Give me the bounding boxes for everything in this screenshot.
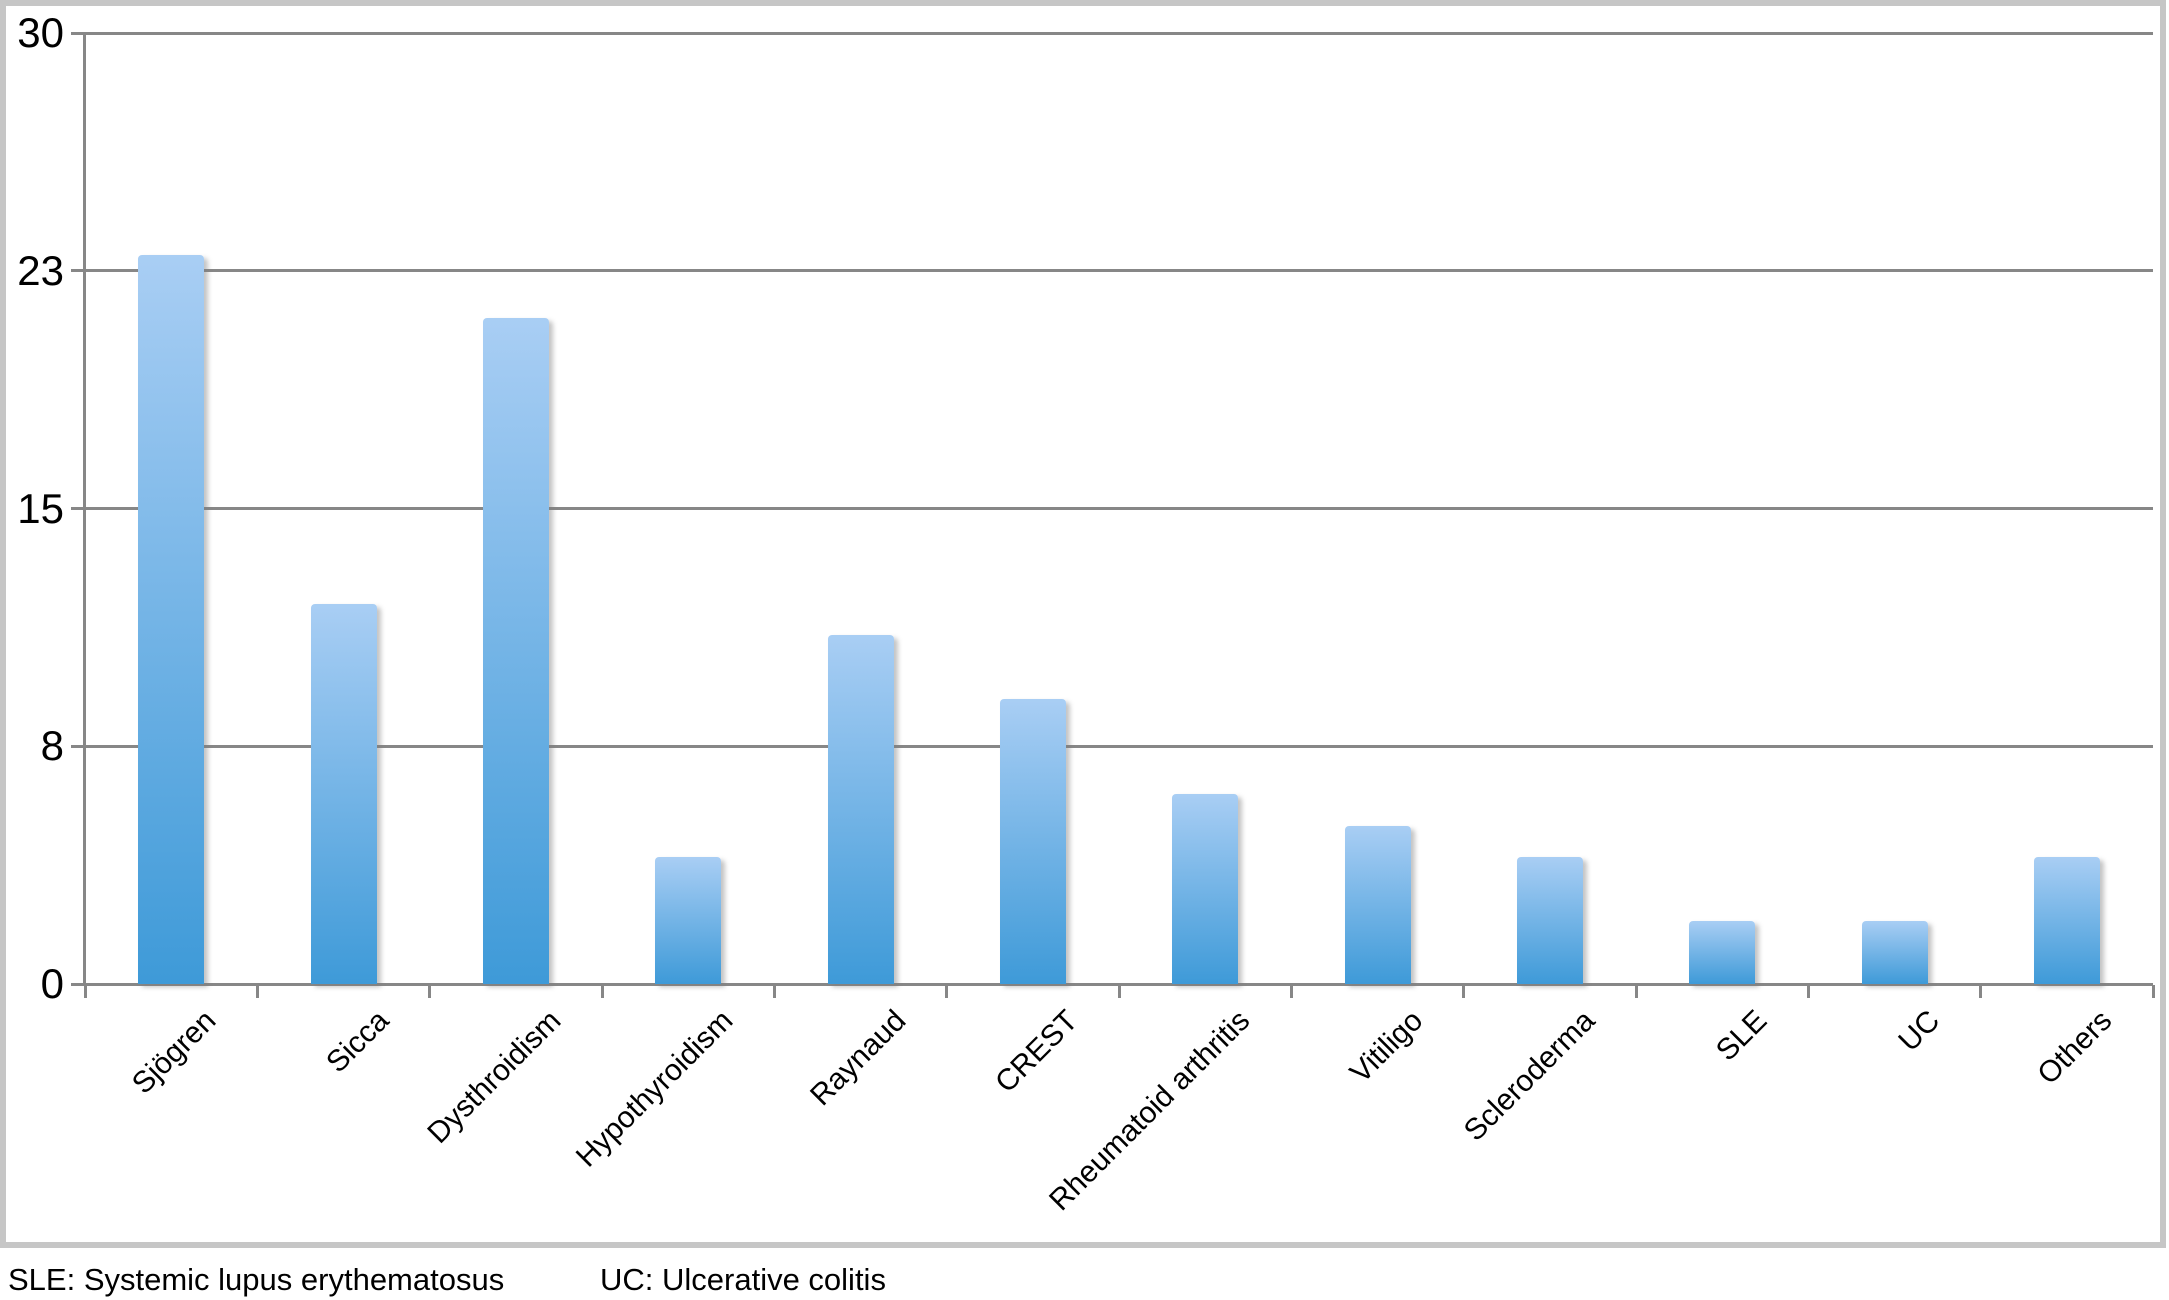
x-tick: [772, 985, 776, 998]
y-axis-tick-label: 23: [17, 246, 64, 294]
gridline: [71, 744, 2153, 748]
y-axis-line: [83, 33, 86, 986]
bar-rheumatoid-arthritis: [1172, 793, 1239, 984]
bar-others: [2033, 857, 2100, 984]
bar-raynaud: [827, 635, 894, 984]
x-axis-line: [71, 983, 2153, 986]
gridline: [71, 31, 2153, 35]
bar-uc: [1861, 920, 1928, 984]
footnote-row: SLE: Systemic lupus erythematosus UC: Ul…: [8, 1262, 2158, 1298]
x-tick: [1979, 985, 1983, 998]
bar-sj-gren: [138, 254, 205, 984]
x-tick: [83, 985, 87, 998]
bar-dysthroidism: [482, 318, 549, 984]
footnote-uc: UC: Ulcerative colitis: [600, 1262, 886, 1297]
gridline: [71, 507, 2153, 510]
plot-area: [71, 31, 2155, 998]
bar-crest: [999, 698, 1066, 984]
y-axis-tick-label: 8: [40, 722, 64, 770]
bar-vitiligo: [1344, 825, 1411, 984]
x-tick: [1117, 985, 1121, 998]
x-tick: [1462, 985, 1466, 998]
x-tick: [428, 985, 432, 998]
x-tick: [255, 985, 259, 998]
x-tick: [945, 985, 949, 998]
x-tick: [600, 985, 604, 998]
gridline: [71, 269, 2153, 273]
bar-sle: [1689, 920, 1756, 984]
footnote-sle: SLE: Systemic lupus erythematosus: [8, 1262, 505, 1297]
x-tick: [1806, 985, 1810, 998]
y-axis-tick-label: 0: [40, 960, 64, 1007]
bar-scleroderma: [1516, 857, 1583, 984]
y-axis-tick-label: 15: [17, 484, 64, 532]
y-axis-tick-label: 30: [17, 9, 64, 56]
bar-sicca: [310, 603, 377, 984]
x-tick: [1289, 985, 1293, 998]
bar-hypothyroidism: [655, 857, 722, 984]
x-tick: [1634, 985, 1638, 998]
x-tick: [2151, 985, 2155, 998]
